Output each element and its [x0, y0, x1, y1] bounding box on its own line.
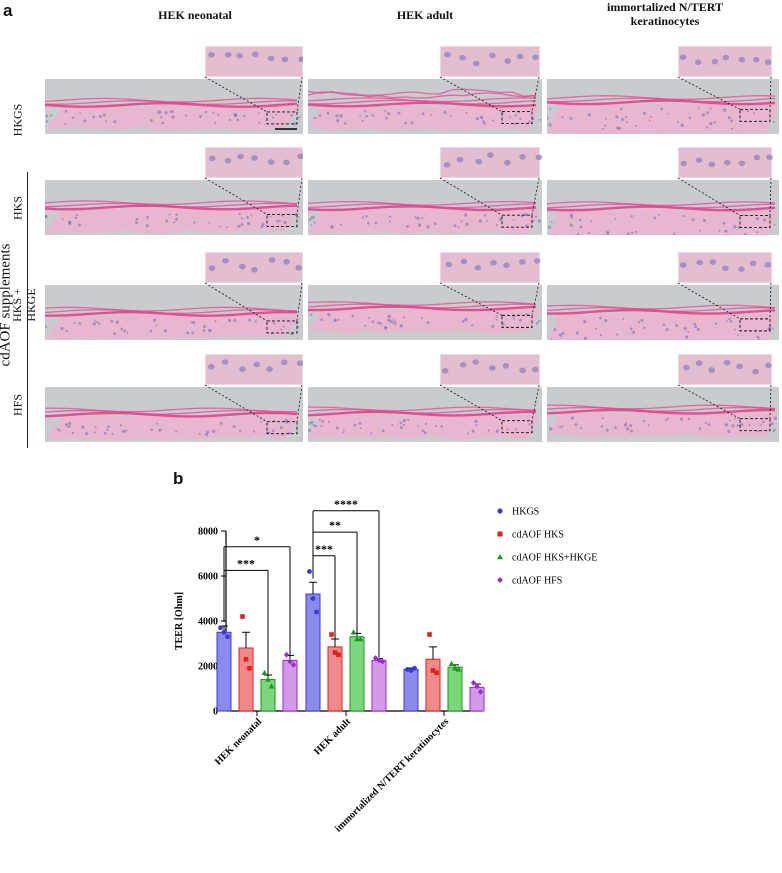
column-header-immortalized: immortalized N/TERT keratinocytes [607, 0, 723, 28]
data-point [314, 609, 319, 615]
data-point [427, 632, 432, 637]
micrograph-hkgs-n-tert [547, 46, 779, 134]
x-tick-label: immortalized N/TERT keratinocytes [333, 716, 451, 834]
y-tick-label: 8000 [198, 527, 218, 538]
data-point [357, 636, 364, 642]
x-tick-label: HEK neonatal [213, 716, 264, 767]
data-point [307, 569, 312, 574]
significance-label: **** [334, 497, 358, 511]
legend-label: cdAOF HFS [512, 576, 562, 587]
legend-label: cdAOF HKS+HKGE [512, 553, 597, 564]
column-header-hek-neonatal: HEK neonatal [158, 8, 232, 22]
legend-marker [497, 554, 503, 560]
data-point [448, 660, 455, 666]
bar-cdaof-hfs [282, 659, 298, 712]
legend-marker [497, 508, 503, 514]
data-point [452, 665, 458, 671]
data-point [474, 683, 480, 690]
x-tick-label: HEK adult [312, 716, 353, 757]
data-point [225, 634, 230, 640]
bar-hkgs [403, 668, 419, 712]
data-point [412, 665, 417, 671]
significance-label: *** [315, 542, 333, 556]
y-axis-label: TEER [Ohm] [174, 592, 185, 650]
significance-label: ** [329, 518, 341, 532]
bar-cdaof-hfs [371, 659, 387, 712]
data-point [336, 652, 341, 658]
row-label-hks: HKS [10, 195, 25, 221]
legend-label: HKGS [512, 507, 539, 518]
micrograph-hks-hek-adult [308, 147, 542, 235]
data-point [477, 688, 484, 695]
data-point [455, 666, 462, 672]
column-header-hek-adult: HEK adult [396, 8, 454, 22]
data-point [290, 661, 297, 668]
data-point [310, 596, 316, 601]
panel-a-letter: a [3, 1, 13, 20]
y-tick-label: 2000 [198, 662, 218, 673]
data-point [287, 658, 293, 665]
data-point [470, 679, 477, 686]
data-point [372, 655, 379, 662]
y-tick-label: 6000 [198, 572, 218, 583]
data-point [350, 629, 357, 635]
panel-b-letter: b [173, 469, 184, 488]
data-point [430, 668, 436, 673]
data-point [247, 665, 252, 671]
data-point [434, 670, 439, 676]
micrograph-hfs-hek-adult [308, 354, 542, 442]
data-point [261, 669, 268, 675]
micrograph-hks-hkge-hek-neonatal [45, 252, 303, 340]
data-point [243, 656, 249, 662]
micrograph-hfs-n-tert [547, 354, 779, 442]
legend-marker [497, 531, 503, 537]
data-point [332, 650, 338, 655]
group-bracket-line [27, 172, 28, 448]
legend-marker [497, 577, 503, 583]
micrograph-hfs-hek-neonatal [45, 354, 303, 442]
micrograph-hks-hek-neonatal [45, 147, 303, 235]
micrograph-hks-n-tert [547, 147, 779, 235]
data-point [265, 676, 271, 682]
data-point [221, 629, 227, 635]
teer-bar-chart: 0 2000 4000 6000 8000 TEER [Ohm] HEK neonatal H… [174, 497, 597, 835]
micrograph-hkgs-hek-adult [308, 46, 542, 134]
y-tick-label: 0 [213, 707, 218, 718]
bar-hkgs [216, 631, 232, 712]
data-point [240, 614, 245, 619]
data-point [218, 625, 223, 631]
legend-label: cdAOF HKS [512, 530, 564, 541]
micrograph-hks-hkge-hek-adult [308, 252, 542, 340]
row-label-hfs: HFS [10, 393, 25, 417]
significance-label: * [254, 533, 260, 547]
bar-cdaof-hks-hkge [260, 679, 276, 712]
data-point [268, 683, 275, 689]
data-point [408, 668, 414, 673]
bar-cdaof-hks [425, 658, 441, 712]
data-point [329, 632, 334, 637]
bar-cdaof-hks-hkge [349, 636, 365, 712]
bar-cdaof-hks-hkge [447, 666, 463, 712]
significance-label: *** [237, 556, 255, 570]
y-tick-label: 4000 [198, 617, 218, 628]
micrograph-hks-hkge-n-tert [547, 252, 779, 340]
group-label-cdaof-supplements: cdAOF supplements [0, 243, 14, 367]
row-label-hkgs: HKGS [10, 103, 25, 137]
micrograph-hkgs-hek-neonatal [45, 46, 303, 134]
data-point [283, 651, 290, 658]
data-point [379, 658, 386, 665]
